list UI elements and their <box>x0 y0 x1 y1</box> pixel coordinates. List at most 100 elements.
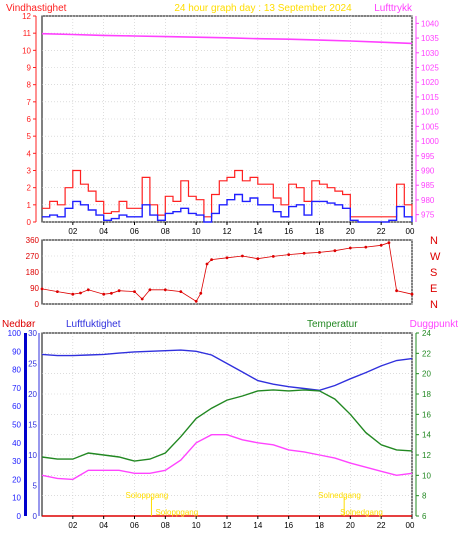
wind-tick-label: 6 <box>27 115 32 124</box>
rain-tick-label: 60 <box>12 402 21 411</box>
sunrise-label-top: Soloppgang <box>125 491 168 500</box>
sunrise-label-bottom: Soloppgang <box>155 508 198 517</box>
wind-gust-line <box>42 169 413 218</box>
dewpoint-line <box>41 434 413 481</box>
pressure-tick-label: 1015 <box>421 93 439 102</box>
climate-x-tick-label: 14 <box>253 521 262 530</box>
temperature-tick-label: 8 <box>422 492 427 501</box>
wind-tick-label: 9 <box>27 64 32 73</box>
humidity-tick-label: 10 <box>28 451 37 460</box>
sunset-label-top: Solnedgang <box>318 491 361 500</box>
wind-x-tick-label: 20 <box>346 227 355 236</box>
wind-axis-title: Vindhastighet <box>6 3 67 14</box>
pressure-tick-label: 1025 <box>421 64 439 73</box>
sunset-label-bottom: Solnedgang <box>340 508 383 517</box>
wind-x-tick-label: 14 <box>253 227 262 236</box>
temperature-tick-label: 24 <box>422 329 431 338</box>
compass-label: W <box>430 251 441 263</box>
compass-label: S <box>430 267 437 279</box>
wind-tick-label: 0 <box>27 218 32 227</box>
climate-x-tick-label: 00 <box>406 521 415 530</box>
humidity-tick-label: 0 <box>33 512 38 521</box>
temperature-line <box>41 389 413 462</box>
pressure-tick-label: 1030 <box>421 49 439 58</box>
compass-label: N <box>430 235 438 247</box>
wind-x-tick-label: 22 <box>377 227 386 236</box>
climate-x-tick-label: 06 <box>130 521 139 530</box>
climate-x-tick-label: 08 <box>161 521 170 530</box>
rain-tick-label: 80 <box>12 366 21 375</box>
wind-tick-label: 3 <box>27 167 32 176</box>
wind-tick-label: 12 <box>22 12 31 21</box>
wind-tick-label: 7 <box>27 98 32 107</box>
pressure-tick-label: 1020 <box>421 78 439 87</box>
wind-tick-label: 5 <box>27 132 32 141</box>
climate-x-tick-label: 16 <box>284 521 293 530</box>
wind-x-tick-label: 02 <box>68 227 77 236</box>
humidity-axis-title: Luftfuktighet <box>66 319 121 330</box>
wind-tick-label: 2 <box>27 184 32 193</box>
climate-x-tick-label: 12 <box>223 521 232 530</box>
rain-tick-label: 0 <box>17 512 22 521</box>
temperature-tick-label: 12 <box>422 451 431 460</box>
rain-tick-label: 20 <box>12 475 21 484</box>
pressure-tick-label: 1010 <box>421 108 439 117</box>
compass-label: E <box>430 283 437 295</box>
wind-tick-label: 10 <box>22 46 31 55</box>
temperature-tick-label: 16 <box>422 410 431 419</box>
pressure-tick-label: 1040 <box>421 19 439 28</box>
temperature-axis-title: Temperatur <box>307 319 358 330</box>
rain-tick-label: 90 <box>12 347 21 356</box>
pressure-tick-label: 975 <box>421 211 435 220</box>
pressure-tick-label: 990 <box>421 167 435 176</box>
wind-tick-label: 8 <box>27 81 32 90</box>
rain-axis-title: Nedbør <box>2 319 36 330</box>
pressure-axis-title: Lufttrykk <box>374 3 413 14</box>
climate-x-tick-label: 18 <box>315 521 324 530</box>
pressure-tick-label: 1000 <box>421 137 439 146</box>
humidity-tick-label: 5 <box>33 482 38 491</box>
direction-tick-label: 270 <box>26 252 40 261</box>
direction-tick-label: 90 <box>30 284 39 293</box>
climate-x-tick-label: 10 <box>192 521 201 530</box>
compass-label: N <box>430 299 438 311</box>
humidity-tick-label: 15 <box>28 421 37 430</box>
direction-tick-label: 360 <box>26 236 40 245</box>
direction-tick-label: 0 <box>35 300 40 309</box>
climate-x-tick-label: 22 <box>377 521 386 530</box>
temperature-tick-label: 18 <box>422 390 431 399</box>
dewpoint-axis-title: Duggpunkt <box>410 319 459 330</box>
humidity-tick-label: 25 <box>28 360 37 369</box>
humidity-line <box>41 349 413 392</box>
wind-x-tick-label: 04 <box>99 227 108 236</box>
climate-x-tick-label: 20 <box>346 521 355 530</box>
direction-trace <box>41 242 413 302</box>
direction-tick-label: 180 <box>26 268 40 277</box>
rain-tick-label: 10 <box>12 494 21 503</box>
pressure-tick-label: 980 <box>421 196 435 205</box>
pressure-tick-label: 1035 <box>421 34 439 43</box>
pressure-tick-label: 995 <box>421 152 435 161</box>
wind-x-tick-label: 12 <box>223 227 232 236</box>
pressure-tick-label: 985 <box>421 181 435 190</box>
wind-speed-line <box>42 193 413 223</box>
wind-tick-label: 1 <box>27 201 32 210</box>
temperature-tick-label: 6 <box>422 512 427 521</box>
humidity-tick-label: 30 <box>28 329 37 338</box>
wind-x-tick-label: 16 <box>284 227 293 236</box>
wind-tick-label: 4 <box>27 149 32 158</box>
wind-x-tick-label: 10 <box>192 227 201 236</box>
wind-x-tick-label: 00 <box>406 227 415 236</box>
wind-x-tick-label: 08 <box>161 227 170 236</box>
pressure-tick-label: 1005 <box>421 122 439 131</box>
rain-tick-label: 100 <box>8 329 22 338</box>
graph-title: 24 hour graph day : 13 September 2024 <box>174 3 352 14</box>
temperature-tick-label: 22 <box>422 349 431 358</box>
rain-tick-label: 30 <box>12 457 21 466</box>
climate-x-tick-label: 02 <box>68 521 77 530</box>
humidity-tick-label: 20 <box>28 390 37 399</box>
wind-x-tick-label: 18 <box>315 227 324 236</box>
climate-x-tick-label: 04 <box>99 521 108 530</box>
temperature-tick-label: 10 <box>422 471 431 480</box>
